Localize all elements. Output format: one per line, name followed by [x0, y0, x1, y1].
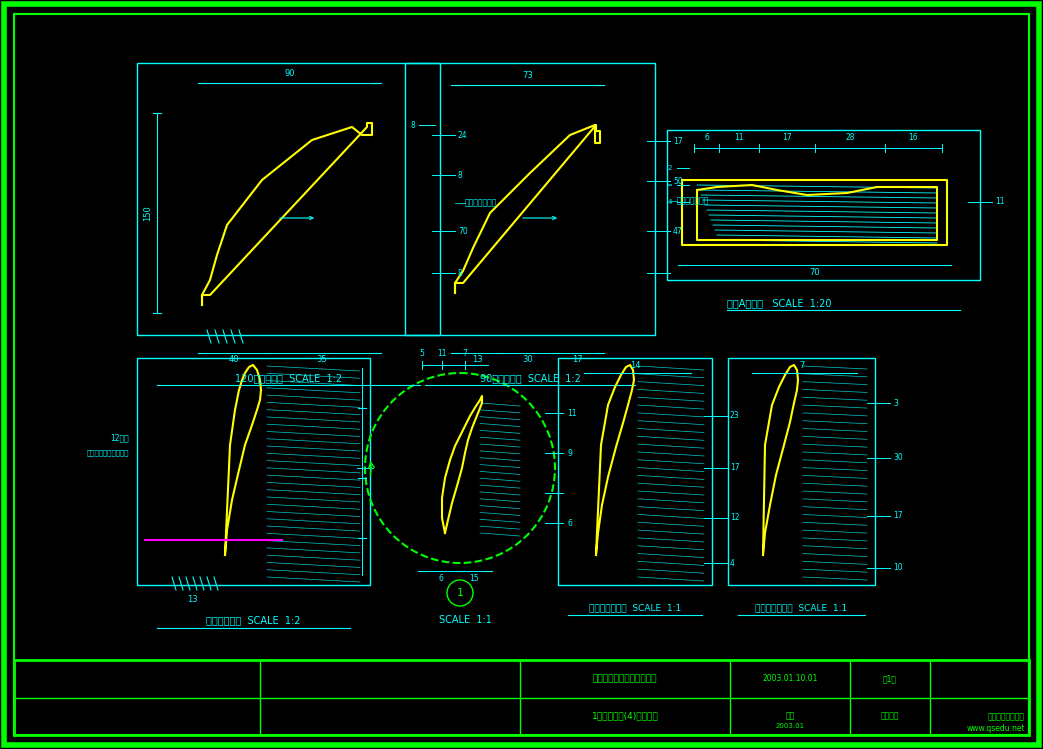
Text: 3: 3: [893, 398, 898, 407]
Text: 6: 6: [704, 133, 709, 142]
Text: 17: 17: [730, 464, 739, 473]
Text: 24: 24: [458, 130, 467, 139]
Text: 5: 5: [419, 349, 425, 358]
Text: 16: 16: [908, 133, 918, 142]
Bar: [668, 130, 980, 280]
Bar: [558, 358, 712, 585]
Text: 50: 50: [673, 177, 683, 186]
Text: 70: 70: [458, 226, 467, 235]
Text: 12: 12: [730, 514, 739, 523]
Text: 17: 17: [573, 355, 583, 364]
Text: 10: 10: [893, 563, 902, 572]
Text: 13: 13: [472, 355, 483, 364]
Bar: [137, 358, 370, 585]
Text: 7: 7: [462, 349, 467, 358]
Bar: [14, 660, 1029, 735]
Text: 11: 11: [567, 408, 577, 417]
Text: =: =: [666, 182, 672, 188]
Text: 比例: 比例: [785, 712, 795, 721]
Text: 随附线大样图  SCALE  1:2: 随附线大样图 SCALE 1:2: [207, 615, 300, 625]
Text: 12厚板: 12厚板: [111, 434, 129, 443]
Text: 卫生间线大样图  SCALE  1:1: 卫生间线大样图 SCALE 1:1: [755, 603, 848, 612]
Text: 6: 6: [438, 574, 443, 583]
Text: 主卧室线大样图  SCALE  1:1: 主卧室线大样图 SCALE 1:1: [589, 603, 681, 612]
Text: 13: 13: [187, 595, 197, 604]
Text: 73: 73: [523, 71, 533, 80]
Text: 11: 11: [734, 133, 744, 142]
Text: 90石膏顶角线  SCALE  1:2: 90石膏顶角线 SCALE 1:2: [480, 373, 581, 383]
Text: 1: 1: [457, 588, 463, 598]
Text: 2003.01.10.01: 2003.01.10.01: [762, 674, 818, 683]
Text: 11: 11: [995, 198, 1004, 207]
Text: 8: 8: [458, 171, 463, 180]
Text: 6: 6: [567, 518, 572, 527]
Text: 47: 47: [673, 226, 683, 235]
Text: 过厅A立面图   SCALE  1:20: 过厅A立面图 SCALE 1:20: [727, 298, 831, 308]
Text: 4: 4: [730, 559, 735, 568]
Text: 17: 17: [782, 133, 792, 142]
Text: 2: 2: [668, 165, 672, 171]
Text: 90: 90: [285, 69, 295, 78]
Text: 8: 8: [410, 121, 415, 130]
Text: 70: 70: [809, 268, 820, 277]
Text: 4: 4: [668, 199, 672, 205]
Text: 30: 30: [893, 453, 903, 462]
Text: 大连亿达第五部样板房工程: 大连亿达第五部样板房工程: [592, 674, 657, 683]
Text: 8: 8: [458, 268, 463, 277]
Text: 白色石膏顶角线: 白色石膏顶角线: [677, 196, 709, 205]
Text: 2003.01: 2003.01: [775, 723, 804, 729]
Text: 23: 23: [730, 411, 739, 420]
Text: 15: 15: [469, 574, 479, 583]
Text: 齐生设计职业学校
www.qsedu.net: 齐生设计职业学校 www.qsedu.net: [967, 712, 1025, 733]
Text: 17: 17: [673, 136, 682, 145]
Text: 11: 11: [437, 349, 446, 358]
Text: 120石膏顶角线  SCALE  1:2: 120石膏顶角线 SCALE 1:2: [235, 373, 342, 383]
Bar: [405, 63, 655, 335]
Text: 桐木夹板刷白色哑光漆: 桐木夹板刷白色哑光漆: [87, 449, 129, 456]
Text: 14: 14: [630, 361, 640, 370]
Text: 35: 35: [317, 355, 328, 364]
Text: 17: 17: [893, 512, 902, 521]
Text: 30: 30: [523, 355, 533, 364]
Text: 白色石膏顶角线: 白色石膏顶角线: [465, 198, 498, 207]
Text: SCALE  1:1: SCALE 1:1: [438, 615, 491, 625]
Text: 9: 9: [567, 449, 572, 458]
Text: 第1图: 第1图: [883, 674, 897, 683]
Text: 7: 7: [799, 361, 804, 370]
Text: 1号样板房居(4)通用大样: 1号样板房居(4)通用大样: [591, 712, 658, 721]
Text: 室内数型: 室内数型: [880, 712, 899, 721]
Bar: [137, 63, 440, 335]
Text: 40: 40: [228, 355, 239, 364]
Bar: [728, 358, 875, 585]
Text: 150: 150: [143, 205, 152, 221]
Text: 28: 28: [845, 133, 855, 142]
